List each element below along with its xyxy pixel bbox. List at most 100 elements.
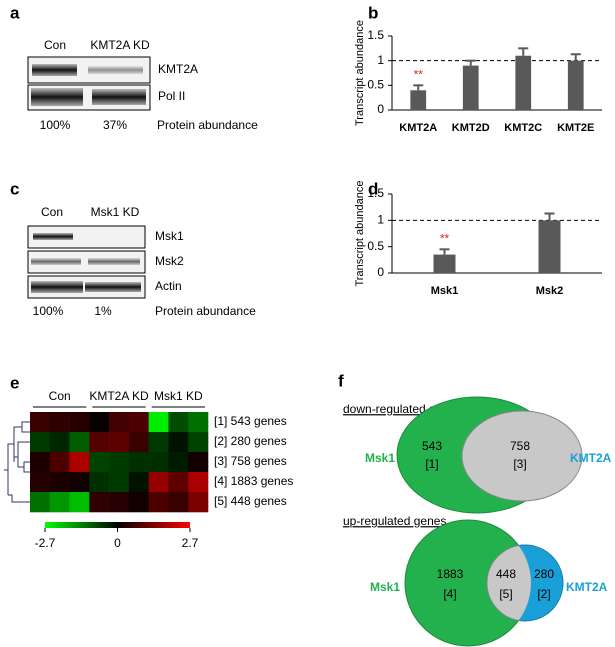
column-group-label: Msk1 KD — [154, 389, 203, 403]
panel-letter: d — [368, 179, 378, 198]
heatmap-cell — [168, 472, 189, 493]
row-label: [5] 448 genes — [214, 494, 287, 508]
abundance-value: 1% — [94, 304, 112, 318]
y-tick-label: 0 — [377, 102, 384, 116]
column-group-label: Con — [49, 389, 71, 403]
y-tick-label: 0.5 — [367, 78, 384, 92]
band-label: Msk2 — [155, 254, 184, 268]
abundance-value: 37% — [103, 118, 127, 132]
y-tick-label: 1 — [377, 213, 384, 227]
blot-band — [32, 64, 77, 76]
heatmap-cell — [128, 472, 149, 493]
band-label: Msk1 — [155, 229, 184, 243]
heatmap-cell — [188, 472, 209, 493]
heatmap-cell — [109, 492, 130, 513]
set-label: KMT2A — [570, 451, 612, 465]
heatmap-cell — [49, 472, 70, 493]
blot-band — [33, 233, 73, 240]
row-label: [2] 280 genes — [214, 434, 287, 448]
bar — [410, 90, 427, 110]
set-label: Msk1 — [370, 580, 400, 594]
heatmap-cell — [49, 492, 70, 513]
heatmap-cell — [168, 412, 189, 433]
blot-band — [88, 258, 140, 265]
heatmap-cell — [188, 412, 209, 433]
heatmap-cell — [188, 492, 209, 513]
heatmap-cell — [69, 432, 90, 453]
venn-id: [2] — [537, 587, 550, 601]
venn-set — [461, 410, 583, 502]
heatmap-cell — [49, 432, 70, 453]
abundance-label: Protein abundance — [157, 118, 258, 132]
heatmap-cell — [128, 492, 149, 513]
band-label: Actin — [155, 279, 182, 293]
venn-title: up-regulated genes — [343, 514, 446, 528]
blot-band — [31, 258, 81, 265]
heatmap-cell — [148, 412, 169, 433]
heatmap-cell — [69, 472, 90, 493]
set-label: KMT2A — [566, 580, 608, 594]
venn-id: [4] — [443, 587, 456, 601]
y-tick-label: 1.5 — [367, 186, 384, 200]
lane-label: KMT2A KD — [90, 38, 150, 52]
colorbar — [45, 522, 190, 528]
row-label: [1] 543 genes — [214, 414, 287, 428]
heatmap-cell — [89, 472, 110, 493]
blot-band — [85, 282, 141, 292]
x-tick-label: Msk2 — [536, 285, 564, 297]
colorbar-tick-label: 2.7 — [182, 536, 199, 550]
abundance-label: Protein abundance — [155, 304, 256, 318]
panel-letter: b — [368, 3, 378, 22]
panel-letter: f — [338, 371, 344, 390]
lane-label: Con — [44, 38, 66, 52]
x-tick-label: KMT2D — [452, 122, 490, 134]
heatmap-cell — [148, 432, 169, 453]
venn-id: [3] — [513, 457, 526, 471]
bar — [433, 254, 456, 273]
lane-label: Msk1 KD — [91, 205, 140, 219]
heatmap-cell — [49, 452, 70, 473]
y-tick-label: 0 — [377, 265, 384, 279]
significance: ** — [414, 68, 424, 82]
panel-letter: e — [10, 373, 19, 392]
venn-count: 758 — [510, 439, 530, 453]
heatmap-cell — [109, 452, 130, 473]
heatmap-cell — [89, 452, 110, 473]
abundance-value: 100% — [33, 304, 64, 318]
heatmap-cell — [109, 472, 130, 493]
blot-band — [31, 88, 83, 106]
heatmap-cell — [89, 412, 110, 433]
heatmap-cell — [188, 452, 209, 473]
x-tick-label: KMT2A — [399, 122, 437, 134]
heatmap-cell — [30, 452, 51, 473]
bar — [515, 55, 532, 110]
heatmap-cell — [30, 432, 51, 453]
blot-band — [92, 89, 146, 105]
blot-box — [27, 225, 146, 249]
heatmap-cell — [49, 412, 70, 433]
heatmap-cell — [168, 492, 189, 513]
x-tick-label: Msk1 — [431, 285, 459, 297]
heatmap-cell — [89, 492, 110, 513]
blot-band — [31, 281, 83, 293]
heatmap-cell — [148, 452, 169, 473]
heatmap-cell — [188, 432, 209, 453]
y-tick-label: 1.5 — [367, 28, 384, 42]
heatmap-cell — [148, 492, 169, 513]
blot-box — [27, 250, 146, 274]
colorbar-tick-label: 0 — [114, 536, 121, 550]
band-label: Pol II — [158, 89, 185, 103]
abundance-value: 100% — [40, 118, 71, 132]
heatmap-cell — [148, 472, 169, 493]
heatmap-cell — [30, 412, 51, 433]
significance: ** — [440, 231, 450, 245]
heatmap-cell — [168, 432, 189, 453]
venn-count: 448 — [496, 567, 516, 581]
panel-letter: c — [10, 179, 19, 198]
y-axis-label: Transcript abundance — [354, 20, 366, 126]
colorbar-tick-label: -2.7 — [35, 536, 56, 550]
heatmap-cell — [128, 432, 149, 453]
venn-count: 280 — [534, 567, 554, 581]
